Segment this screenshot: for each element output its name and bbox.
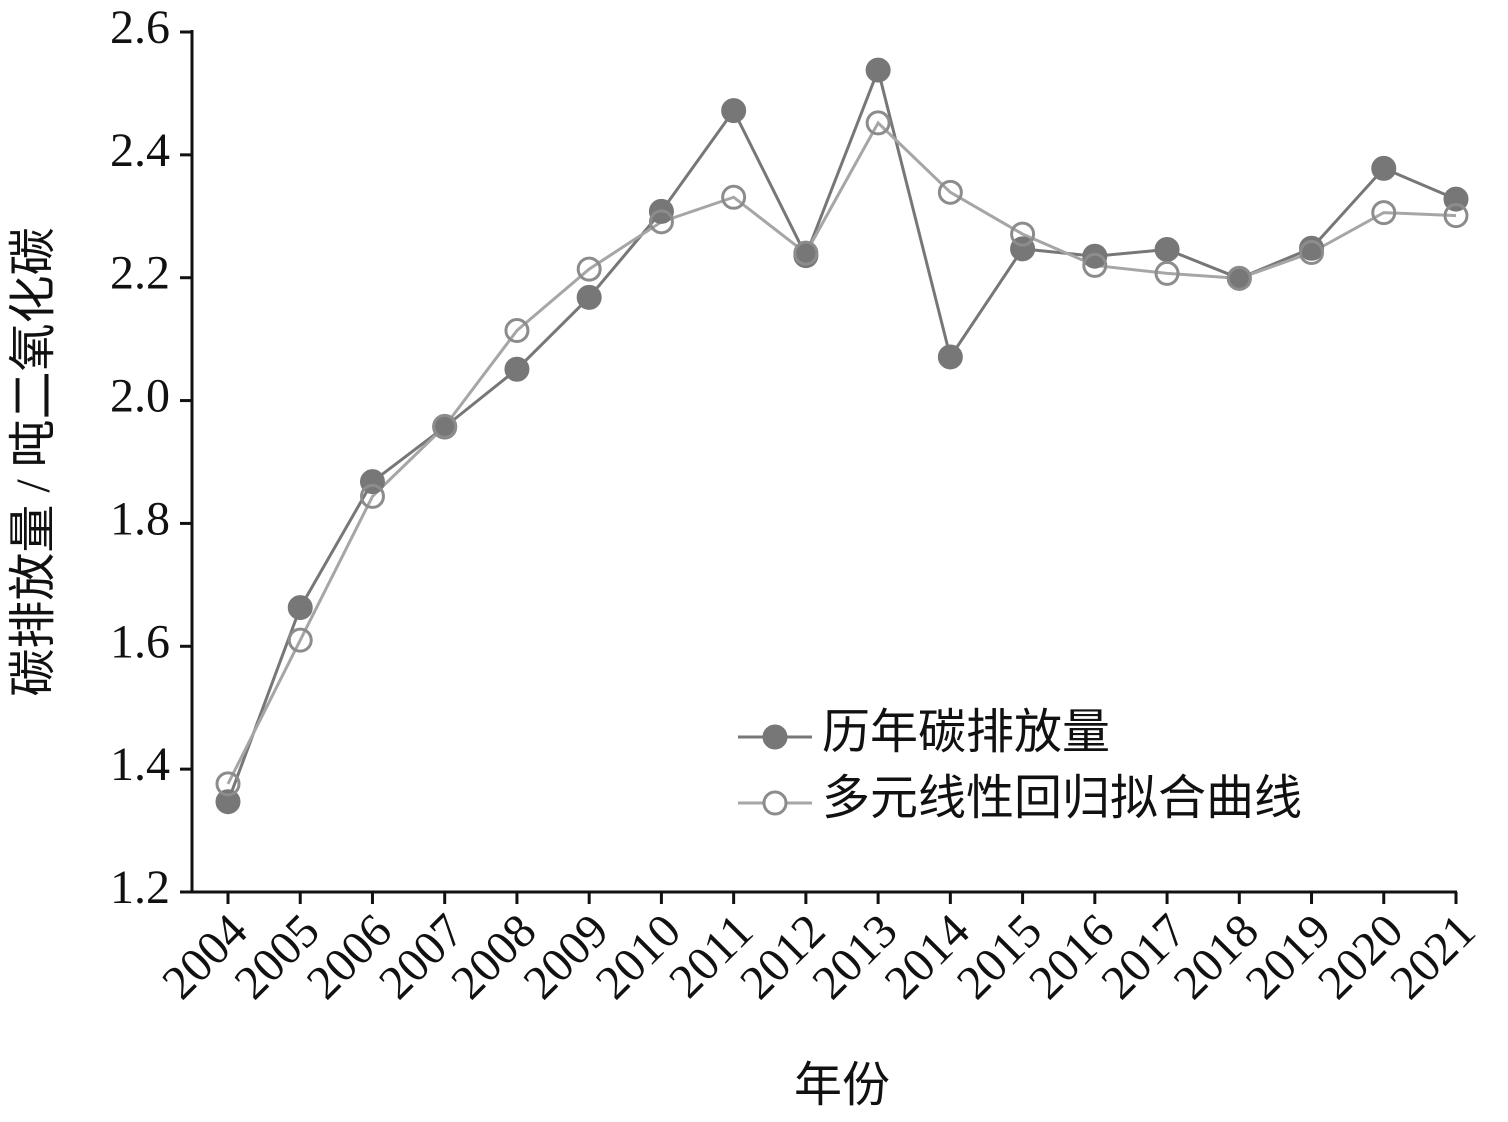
marker	[1082, 252, 1108, 278]
marker	[215, 789, 241, 815]
marker	[865, 110, 891, 136]
x-tick-label: 2021	[1380, 904, 1485, 1009]
marker	[576, 284, 602, 310]
series-line	[226, 120, 1457, 785]
x-axis-title: 年份	[794, 1059, 890, 1112]
marker	[865, 57, 891, 83]
y-tick-label: 2.6	[110, 1, 170, 54]
marker	[215, 771, 241, 797]
y-tick-label: 2.0	[110, 370, 170, 423]
y-tick-label: 2.4	[110, 124, 170, 177]
legend-marker	[762, 790, 788, 816]
series-line	[226, 65, 1457, 803]
marker	[721, 98, 747, 124]
marker	[793, 240, 819, 266]
marker	[576, 256, 602, 282]
marker	[287, 627, 313, 653]
marker	[1154, 260, 1180, 286]
y-tick-label: 1.6	[110, 615, 170, 668]
legend-label: 历年碳排放量	[822, 706, 1110, 759]
marker	[1443, 203, 1469, 229]
y-tick-label: 1.2	[110, 861, 170, 914]
marker	[1299, 240, 1325, 266]
marker	[1010, 221, 1036, 247]
marker	[432, 413, 458, 439]
y-axis-title: 碳排放量 / 吨二氧化碳	[7, 227, 60, 696]
marker	[504, 318, 530, 344]
marker	[504, 356, 530, 382]
y-tick-label: 1.4	[110, 738, 170, 791]
legend-marker	[762, 724, 788, 750]
y-tick-label: 2.2	[110, 247, 170, 300]
marker	[1371, 200, 1397, 226]
marker	[1154, 236, 1180, 262]
marker	[1226, 265, 1252, 291]
marker	[1082, 243, 1108, 269]
marker	[648, 209, 674, 235]
y-tick-label: 1.8	[110, 492, 170, 545]
marker	[359, 483, 385, 509]
marker	[721, 184, 747, 210]
marker	[287, 595, 313, 621]
marker	[1371, 155, 1397, 181]
legend-label: 多元线性回归拟合曲线	[822, 772, 1302, 825]
marker	[937, 344, 963, 370]
marker	[937, 179, 963, 205]
